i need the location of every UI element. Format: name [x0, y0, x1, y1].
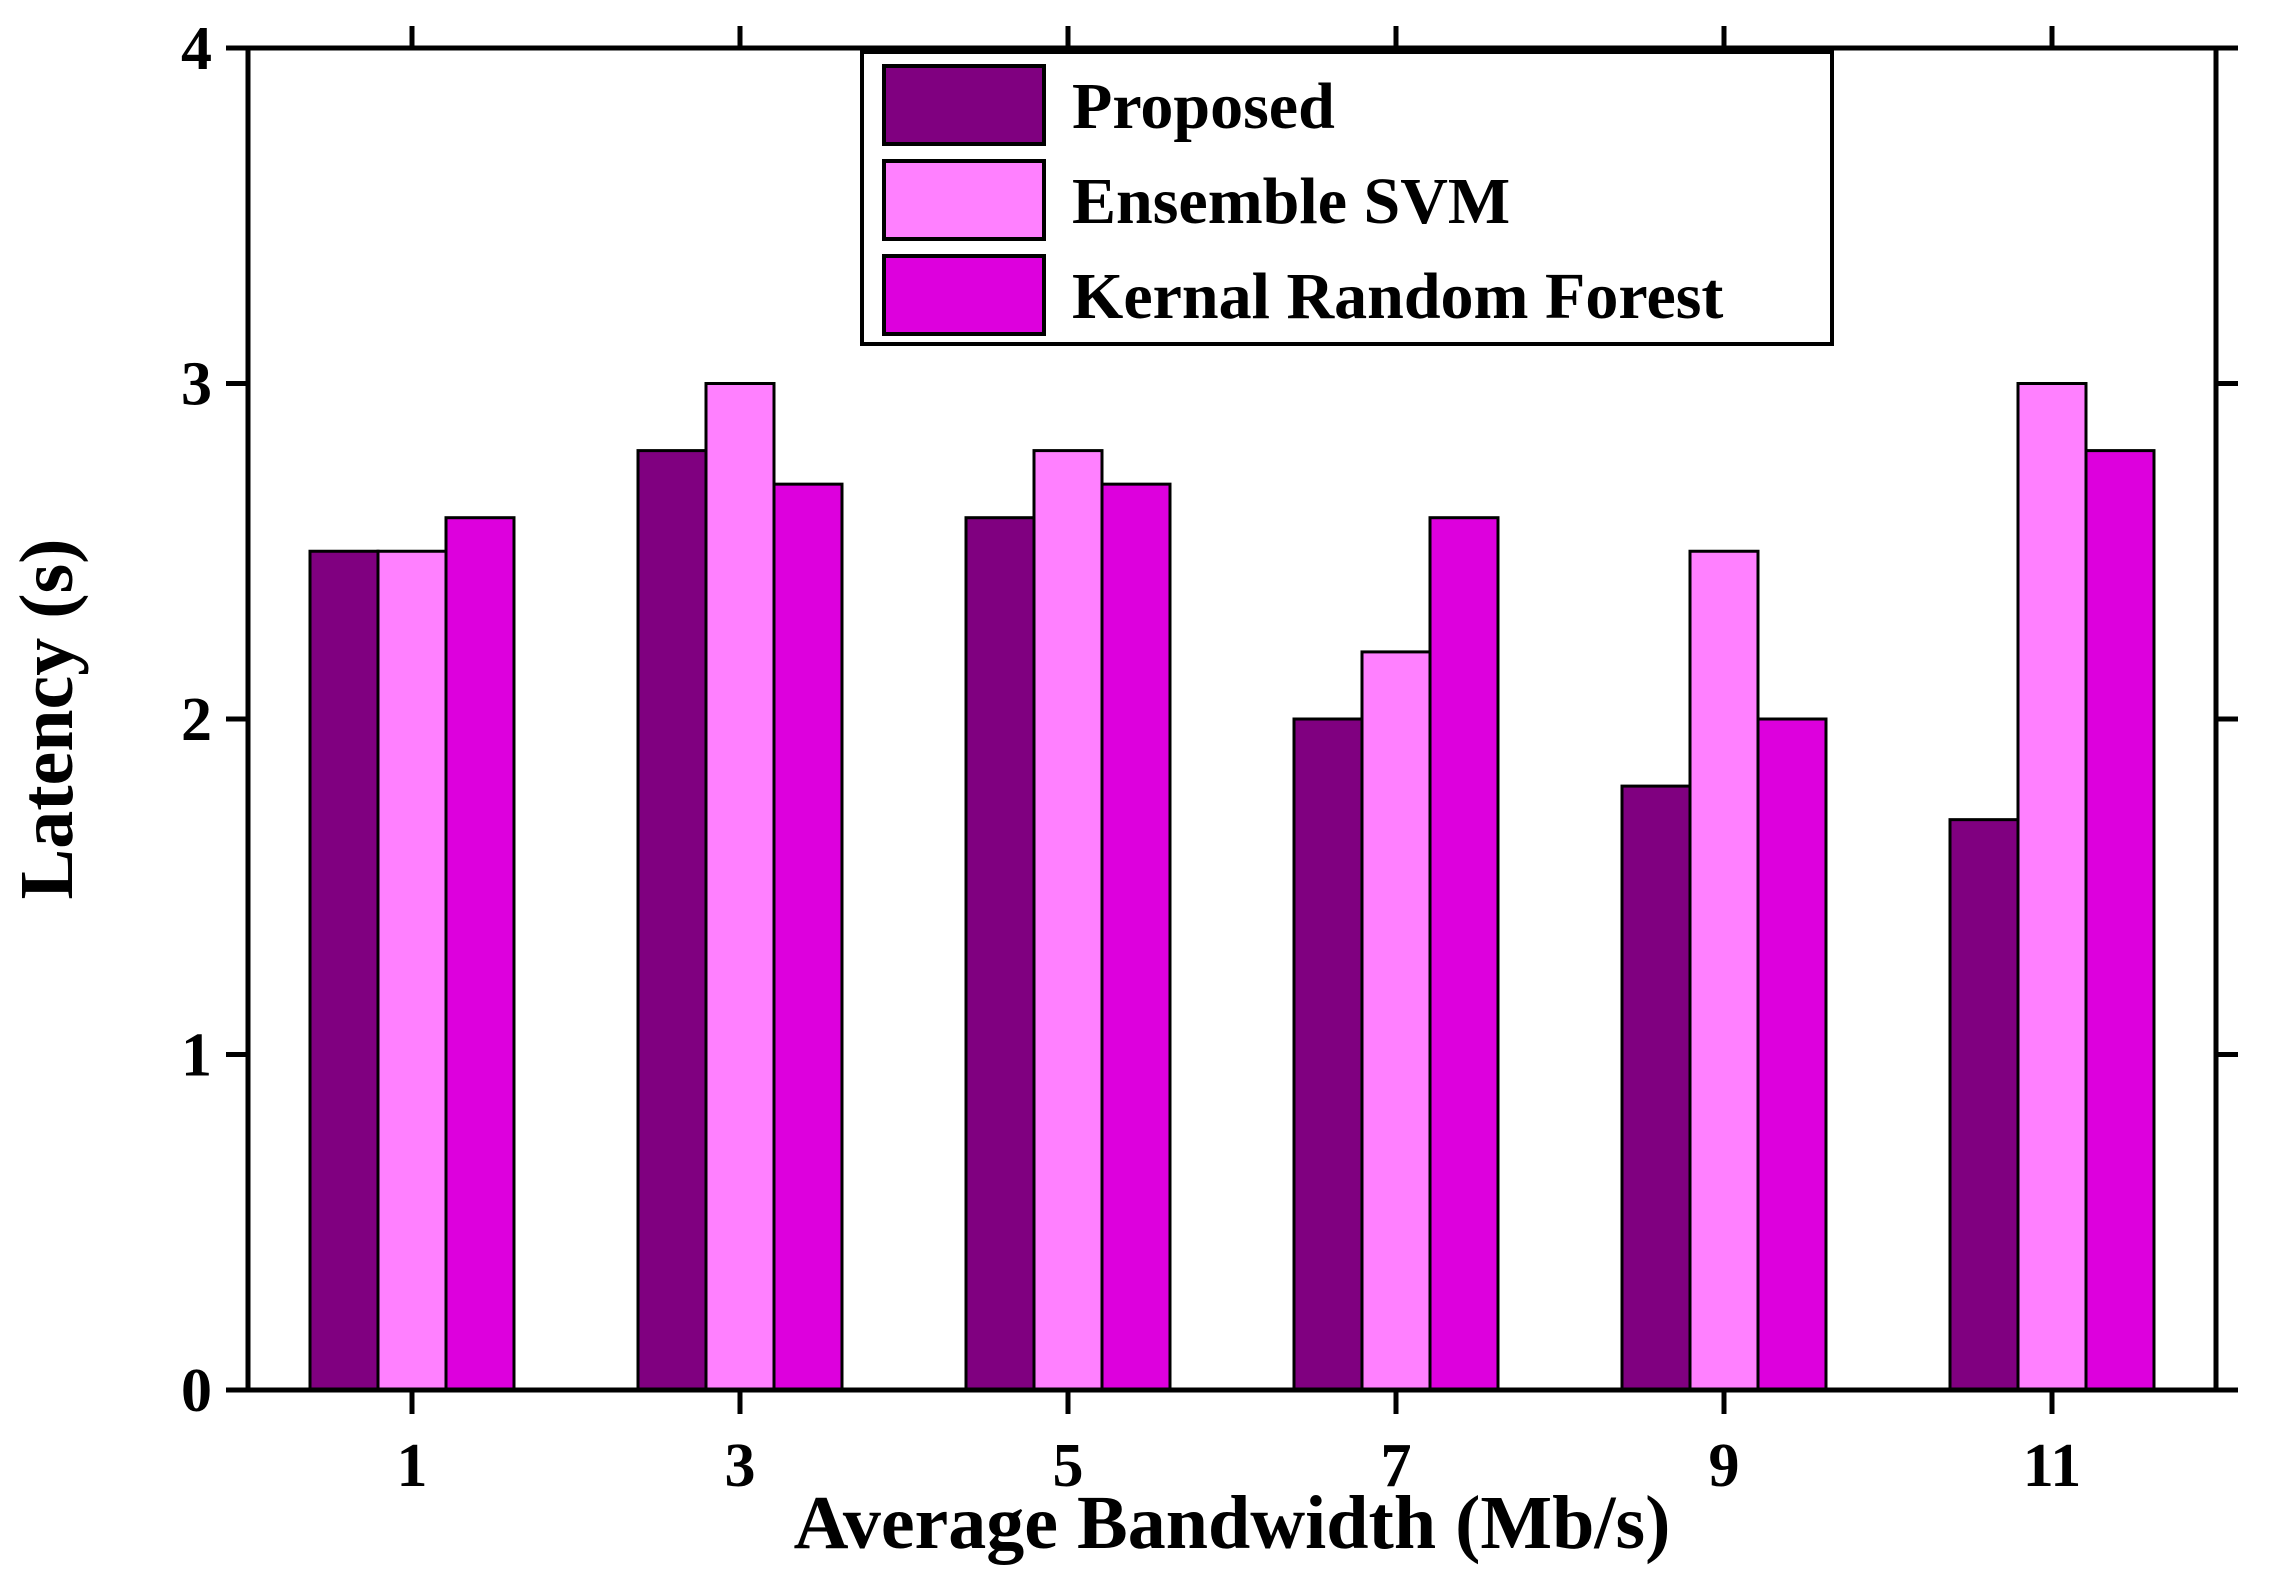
bar-ensemble-svm-7 [1360, 650, 1432, 1392]
y-tick-label: 4 [181, 15, 212, 83]
legend: Proposed Ensemble SVM Kernal Random Forest [860, 50, 1834, 346]
bar-proposed-11 [1948, 818, 2020, 1392]
x-axis-ticks: 1 3 5 7 9 11 [397, 26, 2082, 1500]
x-tick-label: 1 [397, 1432, 428, 1500]
x-tick-label: 11 [2023, 1432, 2082, 1500]
bar-kernal-random-forest-5 [1100, 482, 1172, 1392]
x-tick-label: 9 [1709, 1432, 1740, 1500]
x-tick-label: 7 [1381, 1432, 1412, 1500]
bar-proposed-9 [1620, 784, 1692, 1392]
legend-swatch-kernal-random-forest [882, 254, 1046, 336]
bar-proposed-1 [308, 549, 380, 1392]
bar-ensemble-svm-3 [704, 382, 776, 1392]
y-tick-label: 1 [181, 1022, 212, 1090]
y-tick-label: 3 [181, 351, 212, 419]
legend-swatch-ensemble-svm [882, 159, 1046, 241]
x-tick-label: 5 [1053, 1432, 1084, 1500]
legend-swatch-proposed [882, 64, 1046, 146]
bar-proposed-5 [964, 516, 1036, 1392]
x-tick-label: 3 [725, 1432, 756, 1500]
y-axis-ticks: 0 1 2 3 4 [181, 15, 2238, 1425]
bar-proposed-3 [636, 449, 708, 1392]
bar-kernal-random-forest-3 [772, 482, 844, 1392]
bar-kernal-random-forest-7 [1428, 516, 1500, 1392]
y-tick-label: 2 [181, 686, 212, 754]
bar-kernal-random-forest-11 [2084, 449, 2156, 1392]
bar-ensemble-svm-9 [1688, 549, 1760, 1392]
bar-ensemble-svm-11 [2016, 382, 2088, 1392]
bars-group [308, 382, 2156, 1392]
legend-label: Proposed [1072, 70, 1335, 143]
legend-label: Ensemble SVM [1072, 165, 1510, 238]
bar-ensemble-svm-5 [1032, 449, 1104, 1392]
y-tick-label: 0 [181, 1357, 212, 1425]
bar-kernal-random-forest-9 [1756, 717, 1828, 1392]
x-axis-title: Average Bandwidth (Mb/s) [794, 1481, 1671, 1565]
bar-kernal-random-forest-1 [444, 516, 516, 1392]
legend-label: Kernal Random Forest [1072, 260, 1723, 333]
bar-proposed-7 [1292, 717, 1364, 1392]
y-axis-title: Latency (s) [5, 539, 89, 900]
bar-ensemble-svm-1 [376, 549, 448, 1392]
